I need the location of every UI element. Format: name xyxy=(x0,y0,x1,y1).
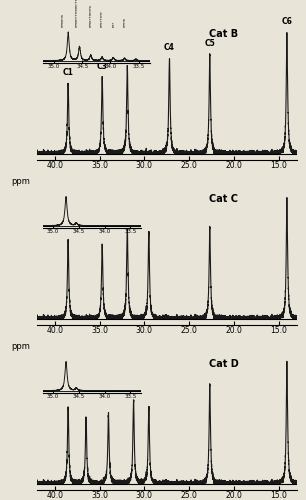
Text: mmmr+rmmr+mmrr: mmmr+rmmr+mmrr xyxy=(75,0,79,27)
Text: C1: C1 xyxy=(63,68,73,78)
Text: C2: C2 xyxy=(122,52,133,60)
X-axis label: ppm: ppm xyxy=(12,177,31,186)
Text: mmmm: mmmm xyxy=(61,13,65,27)
Text: mrrm: mrrm xyxy=(123,17,127,27)
Text: C5: C5 xyxy=(204,39,215,48)
Text: Cat C: Cat C xyxy=(210,194,238,204)
Text: mmrr+mrrm: mmrr+mrrm xyxy=(89,4,93,27)
Text: C3: C3 xyxy=(97,62,108,71)
Text: C4: C4 xyxy=(164,43,175,52)
Text: Cat B: Cat B xyxy=(209,29,239,39)
Text: Cat D: Cat D xyxy=(209,359,239,369)
Text: mrrr+rrrr: mrrr+rrrr xyxy=(100,10,104,27)
Text: C6: C6 xyxy=(282,18,293,26)
X-axis label: ppm: ppm xyxy=(12,342,31,351)
Text: rrrr: rrrr xyxy=(111,21,115,27)
